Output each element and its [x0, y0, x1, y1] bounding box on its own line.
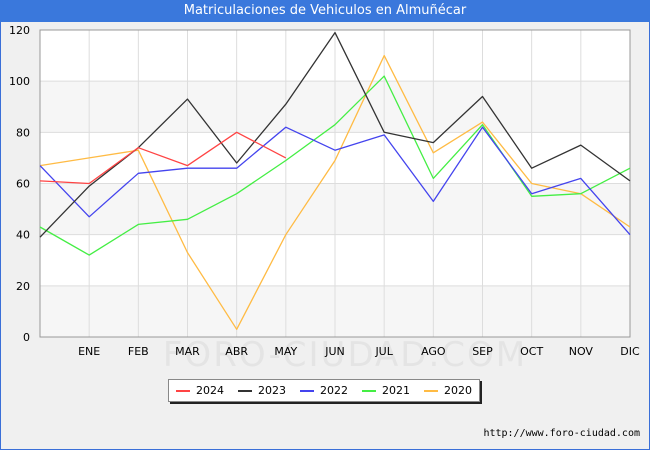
legend-swatch: [362, 389, 376, 392]
legend-swatch: [176, 389, 190, 392]
x-tick-label: FEB: [128, 345, 149, 358]
gridlines: [39, 29, 631, 338]
x-tick-label: ABR: [225, 345, 248, 358]
y-tick-label: 20: [16, 280, 30, 293]
legend-item-2022: 2022: [300, 384, 348, 397]
x-tick-label: OCT: [520, 345, 543, 358]
x-axis-ticks: ENE FEB MAR ABR MAY JUN JUL AGO SEP OCT NOV DIC: [78, 345, 640, 358]
x-tick-label: ENE: [78, 345, 100, 358]
y-tick-label: 100: [9, 75, 30, 88]
chart-title: Matriculaciones de Vehiculos en Almuñéca…: [0, 0, 650, 22]
y-tick-label: 40: [16, 229, 30, 242]
legend-label: 2023: [258, 384, 286, 397]
x-tick-label: JUN: [324, 345, 345, 358]
x-tick-label: AGO: [421, 345, 446, 358]
legend-label: 2021: [382, 384, 410, 397]
y-tick-label: 80: [16, 126, 30, 139]
watermark-text: FORO-CIUDAD.COM: [163, 335, 527, 375]
x-tick-label: NOV: [569, 345, 594, 358]
legend-swatch: [300, 389, 314, 392]
y-tick-label: 0: [23, 331, 30, 344]
legend-swatch: [424, 389, 438, 392]
series-line-2024: [39, 131, 287, 185]
legend-swatch: [238, 389, 252, 392]
series-lines: [39, 31, 631, 330]
series-line-2022: [39, 126, 631, 236]
legend-item-2020: 2020: [424, 384, 472, 397]
legend: 2024 2023 2022 2021 2020: [168, 379, 480, 402]
x-tick-label: DIC: [620, 345, 640, 358]
legend-label: 2020: [444, 384, 472, 397]
y-tick-label: 60: [16, 178, 30, 191]
x-tick-label: JUL: [374, 345, 393, 358]
x-tick-label: MAR: [175, 345, 200, 358]
legend-item-2024: 2024: [176, 384, 224, 397]
legend-label: 2024: [196, 384, 224, 397]
plot-border: [39, 29, 631, 338]
legend-item-2021: 2021: [362, 384, 410, 397]
legend-item-2023: 2023: [238, 384, 286, 397]
source-url: http://www.foro-ciudad.com: [483, 428, 640, 439]
y-tick-label: 120: [9, 24, 30, 37]
x-tick-label: SEP: [472, 345, 493, 358]
series-line-2020: [39, 54, 631, 330]
x-tick-label: MAY: [274, 345, 297, 358]
legend-label: 2022: [320, 384, 348, 397]
y-axis-ticks: 0 20 40 60 80 100 120: [9, 24, 30, 344]
series-line-2021: [39, 75, 631, 256]
